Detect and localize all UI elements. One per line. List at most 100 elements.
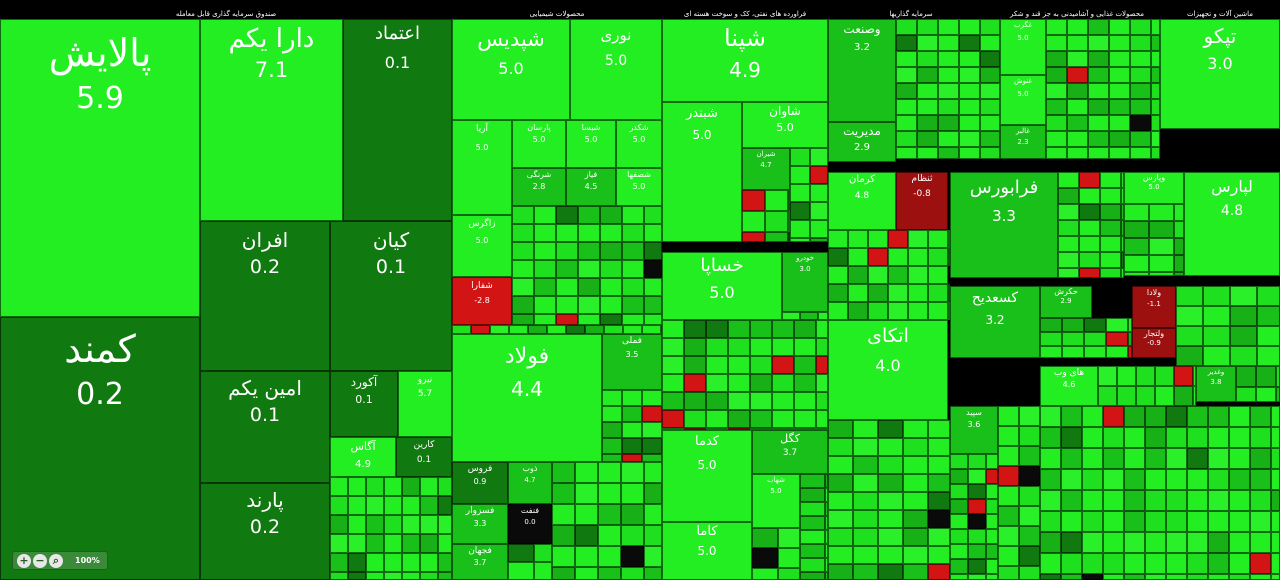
small-tile[interactable] xyxy=(950,454,968,469)
small-tile[interactable] xyxy=(1193,386,1196,406)
small-tile[interactable] xyxy=(938,99,959,115)
small-tile[interactable] xyxy=(878,420,903,438)
small-tile[interactable] xyxy=(782,312,800,320)
small-tile[interactable] xyxy=(578,296,600,314)
small-tile[interactable] xyxy=(420,534,438,553)
small-tile[interactable] xyxy=(750,374,772,392)
small-tile[interactable] xyxy=(998,486,1019,506)
small-tile[interactable] xyxy=(662,338,684,356)
small-tile[interactable] xyxy=(642,390,662,406)
small-tile[interactable] xyxy=(330,496,348,515)
small-tile[interactable] xyxy=(816,374,828,392)
small-tile[interactable] xyxy=(948,230,950,248)
small-tile[interactable] xyxy=(556,278,578,296)
small-tile[interactable] xyxy=(938,83,959,99)
small-tile[interactable] xyxy=(903,510,928,528)
small-tile[interactable] xyxy=(1082,427,1103,448)
tile-khasapa[interactable]: خساپا 5.0 xyxy=(662,252,782,320)
small-tile[interactable] xyxy=(1082,532,1103,553)
small-tile[interactable] xyxy=(1250,574,1271,580)
small-tile[interactable] xyxy=(1079,268,1100,278)
small-tile[interactable] xyxy=(684,428,706,430)
small-tile[interactable] xyxy=(642,422,662,438)
small-tile[interactable] xyxy=(1229,406,1250,427)
small-tile[interactable] xyxy=(402,534,420,553)
small-tile[interactable] xyxy=(706,392,728,410)
small-tile[interactable] xyxy=(1174,255,1184,272)
small-tile[interactable] xyxy=(986,574,998,580)
small-tile[interactable] xyxy=(1100,188,1121,204)
small-tile[interactable] xyxy=(828,474,853,492)
small-tile[interactable] xyxy=(959,19,980,35)
small-tile[interactable] xyxy=(794,338,816,356)
small-tile[interactable] xyxy=(578,224,600,242)
small-tile[interactable] xyxy=(825,516,828,530)
small-tile[interactable] xyxy=(959,35,980,51)
small-tile[interactable] xyxy=(728,356,750,374)
small-tile[interactable] xyxy=(1124,406,1145,427)
small-tile[interactable] xyxy=(1124,574,1145,580)
small-tile[interactable] xyxy=(1187,511,1208,532)
small-tile[interactable] xyxy=(1155,366,1174,386)
tile-shafara[interactable]: شفارا -2.8 xyxy=(452,277,512,325)
small-tile[interactable] xyxy=(1230,286,1257,306)
tile-daraykam[interactable]: دارا یکم 7.1 xyxy=(200,19,343,221)
small-tile[interactable] xyxy=(1019,546,1040,566)
tile-parand[interactable]: پارند 0.2 xyxy=(200,483,330,580)
small-tile[interactable] xyxy=(878,456,903,474)
small-tile[interactable] xyxy=(366,496,384,515)
small-tile[interactable] xyxy=(534,544,552,562)
small-tile[interactable] xyxy=(810,148,828,166)
small-tile[interactable] xyxy=(1100,268,1121,278)
small-tile[interactable] xyxy=(1271,490,1280,511)
small-tile[interactable] xyxy=(800,558,825,572)
small-tile[interactable] xyxy=(1040,448,1061,469)
small-tile[interactable] xyxy=(750,356,772,374)
small-tile[interactable] xyxy=(948,284,950,302)
small-tile[interactable] xyxy=(1174,221,1184,238)
small-tile[interactable] xyxy=(602,406,622,422)
small-tile[interactable] xyxy=(662,410,684,428)
small-tile[interactable] xyxy=(1257,306,1280,326)
small-tile[interactable] xyxy=(928,546,950,564)
small-tile[interactable] xyxy=(552,546,575,567)
small-tile[interactable] xyxy=(642,454,662,462)
small-tile[interactable] xyxy=(1117,366,1136,386)
small-tile[interactable] xyxy=(438,572,452,580)
tile-aminyekam[interactable]: امین یکم 0.1 xyxy=(200,371,330,483)
small-tile[interactable] xyxy=(938,35,959,51)
small-tile[interactable] xyxy=(950,499,968,514)
small-tile[interactable] xyxy=(1019,406,1040,426)
small-tile[interactable] xyxy=(438,496,452,515)
small-tile[interactable] xyxy=(917,19,938,35)
small-tile[interactable] xyxy=(1061,406,1082,427)
small-tile[interactable] xyxy=(452,325,471,334)
small-tile[interactable] xyxy=(1145,406,1166,427)
small-tile[interactable] xyxy=(828,492,853,510)
small-tile[interactable] xyxy=(959,99,980,115)
small-tile[interactable] xyxy=(1193,366,1196,386)
small-tile[interactable] xyxy=(1271,511,1280,532)
small-tile[interactable] xyxy=(848,248,868,266)
small-tile[interactable] xyxy=(600,260,622,278)
small-tile[interactable] xyxy=(1151,67,1160,83)
small-tile[interactable] xyxy=(534,206,556,224)
small-tile[interactable] xyxy=(959,67,980,83)
small-tile[interactable] xyxy=(575,525,598,546)
small-tile[interactable] xyxy=(888,266,908,284)
small-tile[interactable] xyxy=(896,19,917,35)
zoom-in-button[interactable]: + xyxy=(17,553,31,568)
small-tile[interactable] xyxy=(706,356,728,374)
small-tile[interactable] xyxy=(622,422,642,438)
small-tile[interactable] xyxy=(1151,51,1160,67)
small-tile[interactable] xyxy=(621,546,644,567)
small-tile[interactable] xyxy=(384,553,402,572)
small-tile[interactable] xyxy=(1250,469,1271,490)
small-tile[interactable] xyxy=(1079,220,1100,236)
tile-fasozvar[interactable]: فسزوار 3.3 xyxy=(452,504,508,544)
small-tile[interactable] xyxy=(825,502,828,516)
small-tile[interactable] xyxy=(1176,286,1203,306)
small-tile[interactable] xyxy=(800,572,825,580)
small-tile[interactable] xyxy=(622,260,644,278)
small-tile[interactable] xyxy=(1058,236,1079,252)
